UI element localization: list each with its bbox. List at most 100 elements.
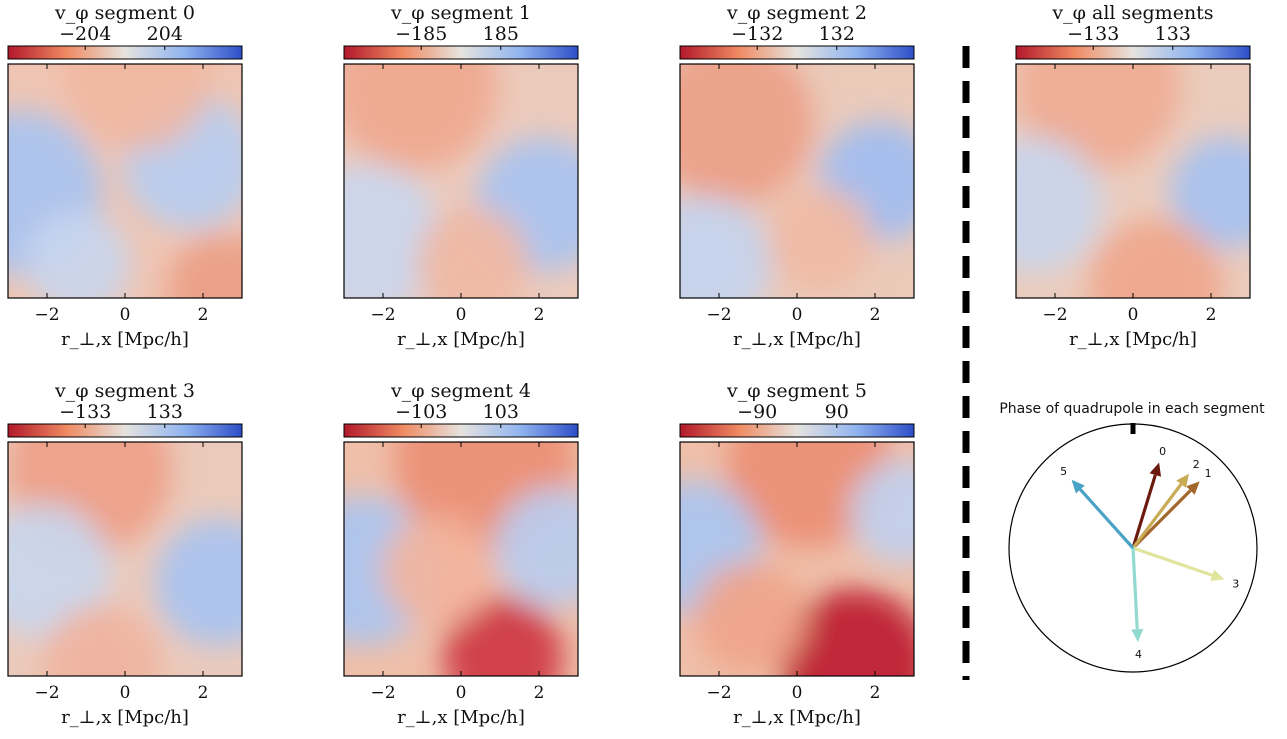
heatmap-region xyxy=(167,234,242,298)
heatmap-region xyxy=(1016,137,1103,272)
x-tick-label: −2 xyxy=(1042,305,1067,325)
polar-vector: 0 xyxy=(1131,445,1166,549)
heatmap-panel: v_φ segment 1−185 185 −2 0 2 r_⊥,x [Mpc/h] xyxy=(343,2,579,350)
colorbar-min-label: −103 xyxy=(395,401,447,423)
x-tick-label: 2 xyxy=(198,305,209,325)
x-tick-label: −2 xyxy=(706,683,731,703)
x-axis-label: r_⊥,x [Mpc/h] xyxy=(1069,329,1197,350)
x-axis-label: r_⊥,x [Mpc/h] xyxy=(733,707,861,728)
heatmap-region xyxy=(726,442,892,548)
colorbar xyxy=(679,45,915,60)
colorbar-max-label: 132 xyxy=(819,23,855,45)
polar-vector: 2 xyxy=(1131,458,1200,549)
x-tick-label: 0 xyxy=(456,683,467,703)
vector-shaft xyxy=(1131,547,1139,630)
vector-label: 3 xyxy=(1232,577,1239,590)
vector-shaft xyxy=(1131,483,1183,549)
x-tick-label: 0 xyxy=(1128,305,1139,325)
heatmap-region xyxy=(443,597,564,676)
vector-shaft xyxy=(1132,546,1213,577)
panel-title: v_φ segment 5 xyxy=(726,380,867,402)
x-tick-label: 2 xyxy=(1206,305,1217,325)
x-tick-label: 2 xyxy=(870,305,881,325)
heatmap-region xyxy=(344,64,497,170)
heatmap-panel: v_φ segment 0−204 204 −2 0 2 r_⊥,x [Mpc/h] xyxy=(7,2,243,350)
heatmap-region xyxy=(494,487,578,608)
colorbar-min-label: −133 xyxy=(1067,23,1119,45)
heatmap-region xyxy=(41,604,162,676)
panel-title: v_φ segment 1 xyxy=(390,2,531,24)
heatmap-region xyxy=(416,206,529,298)
x-axis-label: r_⊥,x [Mpc/h] xyxy=(397,329,525,350)
x-tick-label: 2 xyxy=(198,683,209,703)
colorbar-min-label: −133 xyxy=(59,401,111,423)
vector-label: 0 xyxy=(1159,445,1166,458)
heatmap-region xyxy=(344,164,443,298)
polar-plot: Phase of quadrupole in each segment 0 12 3… xyxy=(999,401,1265,673)
polar-title: Phase of quadrupole in each segment xyxy=(999,401,1265,417)
x-tick-label: 0 xyxy=(456,305,467,325)
x-tick-label: 0 xyxy=(792,305,803,325)
colorbar-min-label: −90 xyxy=(737,401,777,423)
heatmap-region xyxy=(680,64,814,205)
polar-vector: 5 xyxy=(1060,465,1135,550)
heatmap-field xyxy=(8,64,242,298)
polar-vectors: 0 12 3 4 5 xyxy=(1060,445,1239,661)
colorbar xyxy=(7,45,243,60)
x-tick-label: 0 xyxy=(792,683,803,703)
vector-shaft xyxy=(1079,488,1135,550)
colorbar-max-label: 103 xyxy=(483,401,519,423)
vector-label: 1 xyxy=(1205,467,1212,480)
colorbar-min-label: −132 xyxy=(731,23,783,45)
heatmap-field xyxy=(1016,64,1250,298)
x-tick-label: 2 xyxy=(534,305,545,325)
heatmap-region xyxy=(1089,218,1224,298)
panel-title: v_φ segment 4 xyxy=(390,380,531,402)
colorbar-max-label: 185 xyxy=(483,23,519,45)
vector-arrowhead xyxy=(1210,569,1225,581)
heatmap-field xyxy=(344,64,578,298)
heatmap-panel: v_φ segment 4−103 103 −2 0 2 r_⊥,x [Mpc/h] xyxy=(343,380,579,728)
polar-top-mark xyxy=(1130,423,1136,434)
x-tick-label: 2 xyxy=(534,683,545,703)
x-tick-label: 0 xyxy=(120,683,131,703)
vector-arrowhead xyxy=(1131,628,1144,643)
heatmap-panel: v_φ segment 3−133 133 −2 0 2 r_⊥,x [Mpc/h] xyxy=(7,380,243,728)
colorbar-max-label: 90 xyxy=(825,401,849,423)
x-tick-label: −2 xyxy=(706,305,731,325)
heatmap-region xyxy=(381,514,494,627)
colorbar xyxy=(343,45,579,60)
colorbar xyxy=(679,423,915,438)
heatmap-region xyxy=(154,518,242,647)
heatmap-panel: v_φ all segments−133 133 −2 0 2 r_⊥,x [Mpc/h] xyxy=(1015,2,1251,350)
vector-label: 5 xyxy=(1060,465,1067,478)
colorbar-min-label: −185 xyxy=(395,23,447,45)
x-tick-label: −2 xyxy=(34,305,59,325)
x-axis-label: r_⊥,x [Mpc/h] xyxy=(61,707,189,728)
panel-title: v_φ segment 0 xyxy=(54,2,195,24)
x-axis-label: r_⊥,x [Mpc/h] xyxy=(733,329,861,350)
heatmap-region xyxy=(767,187,873,292)
heatmap-region xyxy=(8,503,111,639)
panel-title: v_φ segment 2 xyxy=(726,2,867,24)
x-tick-label: −2 xyxy=(370,683,395,703)
x-tick-label: −2 xyxy=(370,305,395,325)
vector-shaft xyxy=(1131,489,1192,550)
vector-arrowhead xyxy=(1176,473,1189,488)
heatmap-region xyxy=(694,561,807,674)
panel-title: v_φ all segments xyxy=(1051,2,1213,24)
colorbar xyxy=(1015,45,1251,60)
heatmap-field xyxy=(344,442,578,676)
heatmap-region xyxy=(61,64,212,151)
vector-arrowhead xyxy=(1071,479,1085,494)
colorbar xyxy=(343,423,579,438)
polar-vector: 1 xyxy=(1131,467,1212,550)
colorbar-max-label: 133 xyxy=(1155,23,1191,45)
polar-vector: 3 xyxy=(1132,546,1239,590)
heatmap-field xyxy=(8,442,242,676)
vector-label: 2 xyxy=(1193,458,1200,471)
colorbar xyxy=(7,423,243,438)
colorbar-max-label: 204 xyxy=(147,23,183,45)
